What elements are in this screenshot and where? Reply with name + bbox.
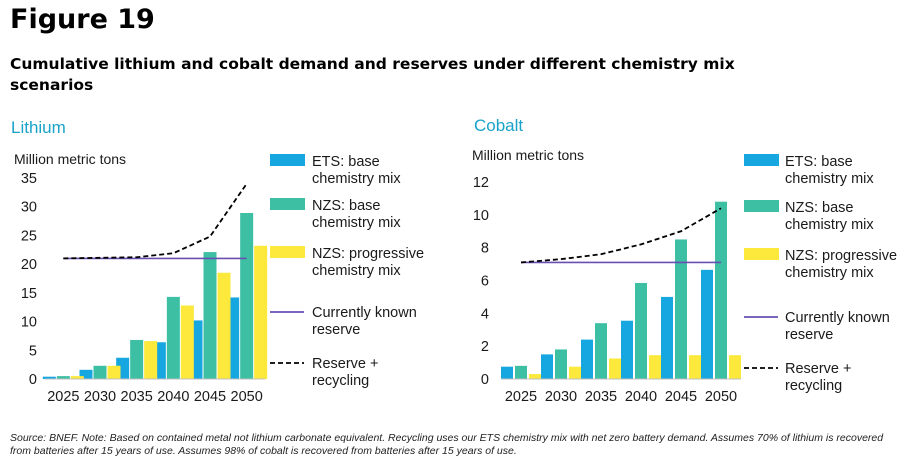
cobalt-bar-nzs_base-2025 — [515, 365, 527, 379]
cobalt-bar-ets-2045 — [661, 296, 673, 379]
lithium-y-tick-label: 20 — [21, 257, 37, 273]
cobalt-bar-nzs_prog-2040 — [649, 355, 661, 379]
lithium-bar-nzs_prog-2030 — [107, 365, 121, 379]
lithium-legend-label-reserve: Currently known reserve — [312, 305, 417, 338]
lithium-y-tick-label: 35 — [21, 171, 37, 187]
lithium-y-tick-label: 25 — [21, 228, 37, 244]
lithium-legend-swatch-ets — [270, 154, 305, 166]
lithium-legend-label-nzs_base: NZS: base chemistry mix — [312, 198, 401, 231]
cobalt-bar-nzs_base-2040 — [635, 282, 647, 379]
cobalt-bar-nzs_base-2050 — [715, 201, 727, 379]
cobalt-bar-nzs_base-2030 — [555, 349, 567, 379]
lithium-x-tick-label: 2050 — [231, 389, 263, 405]
lithium-x-tick-label: 2030 — [84, 389, 116, 405]
cobalt-legend-swatch-nzs_prog — [744, 248, 779, 260]
cobalt-x-tick-label: 2050 — [705, 389, 737, 405]
lithium-bar-nzs_prog-2040 — [180, 305, 194, 379]
lithium-bar-nzs_base-2035 — [130, 339, 144, 379]
cobalt-y-tick-label: 0 — [481, 372, 489, 388]
cobalt-y-tick-label: 2 — [481, 339, 489, 355]
cobalt-bar-ets-2050 — [701, 269, 713, 379]
lithium-bar-nzs_base-2045 — [203, 252, 217, 379]
cobalt-legend-label-recycle: Reserve + recycling — [785, 361, 852, 394]
cobalt-bar-ets-2040 — [621, 320, 633, 379]
lithium-bar-nzs_base-2025 — [56, 376, 70, 379]
cobalt-y-tick-label: 6 — [481, 274, 489, 290]
lithium-x-tick-label: 2045 — [194, 389, 226, 405]
cobalt-y-tick-label: 10 — [473, 208, 489, 224]
lithium-legend-label-ets: ETS: base chemistry mix — [312, 154, 401, 187]
cobalt-x-tick-label: 2045 — [665, 389, 697, 405]
cobalt-legend-label-nzs_base: NZS: base chemistry mix — [785, 200, 874, 233]
lithium-legend-label-nzs_prog: NZS: progressive chemistry mix — [312, 246, 424, 279]
cobalt-bar-ets-2030 — [541, 354, 553, 379]
lithium-y-tick-label: 0 — [29, 372, 37, 388]
cobalt-bar-nzs_base-2045 — [675, 239, 687, 379]
cobalt-legend-label-reserve: Currently known reserve — [785, 310, 890, 343]
lithium-legend-swatch-nzs_base — [270, 198, 305, 210]
lithium-bar-ets-2025 — [42, 376, 56, 379]
cobalt-bar-nzs_prog-2025 — [529, 374, 541, 379]
cobalt-bar-nzs_prog-2030 — [569, 366, 581, 379]
lithium-bar-nzs_prog-2050 — [254, 245, 268, 379]
cobalt-y-tick-label: 12 — [473, 175, 489, 191]
cobalt-legend-label-ets: ETS: base chemistry mix — [785, 154, 874, 187]
cobalt-x-tick-label: 2040 — [625, 389, 657, 405]
lithium-legend-swatch-nzs_prog — [270, 246, 305, 258]
cobalt-bar-nzs_prog-2045 — [689, 355, 701, 379]
lithium-x-tick-label: 2035 — [121, 389, 153, 405]
cobalt-y-tick-label: 8 — [481, 241, 489, 257]
lithium-y-tick-label: 10 — [21, 315, 37, 331]
cobalt-bar-nzs_base-2035 — [595, 323, 607, 379]
figure-title: Cumulative lithium and cobalt demand and… — [10, 55, 735, 94]
cobalt-x-tick-label: 2025 — [505, 389, 537, 405]
figure-number: Figure 19 — [10, 4, 155, 35]
lithium-y-axis-label: Million metric tons — [14, 151, 126, 167]
cobalt-legend-swatch-nzs_base — [744, 200, 779, 212]
lithium-bar-nzs_prog-2045 — [217, 272, 231, 379]
lithium-bar-ets-2030 — [79, 369, 93, 379]
lithium-line-recycle — [63, 183, 248, 260]
cobalt-x-tick-label: 2030 — [545, 389, 577, 405]
cobalt-bar-ets-2025 — [501, 366, 513, 379]
lithium-bar-nzs_prog-2035 — [144, 341, 158, 379]
cobalt-panel-title: Cobalt — [474, 116, 524, 135]
lithium-y-tick-label: 30 — [21, 200, 37, 216]
cobalt-x-tick-label: 2035 — [585, 389, 617, 405]
lithium-x-tick-label: 2040 — [157, 389, 189, 405]
lithium-legend-label-recycle: Reserve + recycling — [312, 356, 379, 389]
lithium-y-tick-label: 5 — [29, 343, 37, 359]
source-note: Source: BNEF. Note: Based on contained m… — [10, 432, 884, 457]
lithium-x-tick-label: 2025 — [47, 389, 79, 405]
lithium-bar-nzs_prog-2025 — [70, 376, 84, 379]
cobalt-y-tick-label: 4 — [481, 306, 489, 322]
lithium-y-tick-label: 15 — [21, 286, 37, 302]
cobalt-bar-nzs_prog-2035 — [609, 358, 621, 379]
cobalt-bar-nzs_prog-2050 — [729, 355, 741, 379]
lithium-bar-nzs_base-2050 — [240, 213, 254, 379]
lithium-panel-title: Lithium — [11, 118, 66, 137]
lithium-bar-nzs_base-2030 — [93, 365, 107, 379]
cobalt-legend-label-nzs_prog: NZS: progressive chemistry mix — [785, 248, 897, 281]
cobalt-legend-swatch-ets — [744, 154, 779, 166]
cobalt-line-recycle — [520, 207, 722, 264]
cobalt-bar-ets-2035 — [581, 339, 593, 379]
lithium-bar-nzs_base-2040 — [166, 296, 180, 379]
cobalt-y-axis-label: Million metric tons — [472, 147, 584, 163]
